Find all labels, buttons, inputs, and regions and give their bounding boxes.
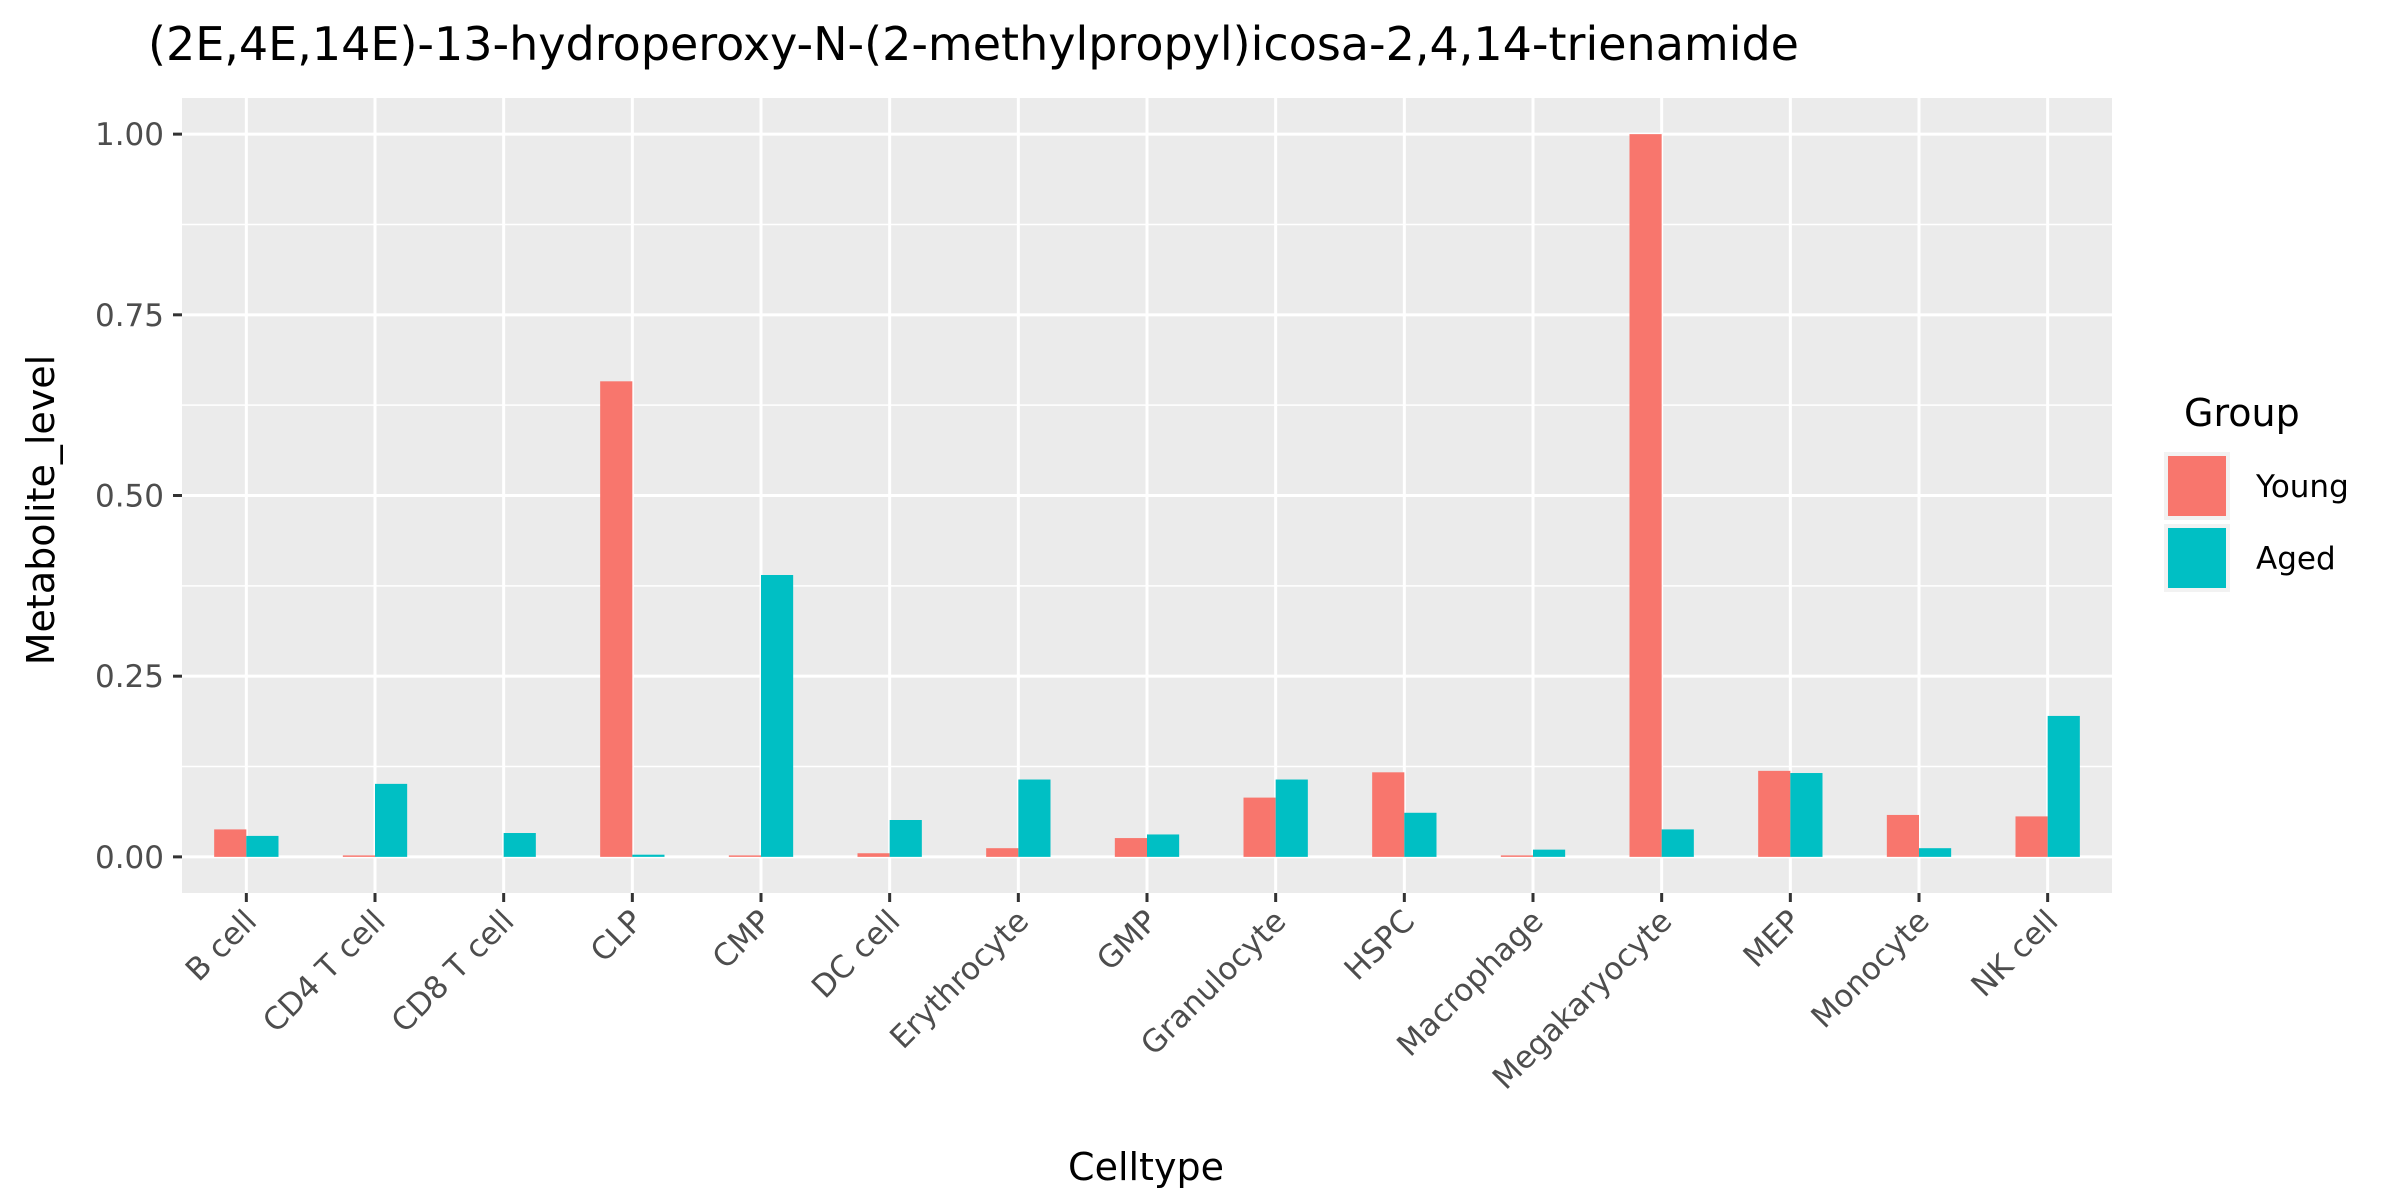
bar-aged-nk-cell [2047, 715, 2080, 857]
bar-young-gmp [1114, 838, 1147, 857]
x-tick-label: Monocyte [1804, 903, 1936, 1035]
x-tick-label: CD8 T cell [385, 903, 522, 1040]
bar-young-clp [600, 381, 633, 857]
bar-young-hspc [1372, 772, 1405, 857]
bar-aged-macrophage [1533, 849, 1566, 857]
legend-label-aged: Aged [2256, 541, 2336, 577]
bar-aged-gmp [1147, 834, 1180, 857]
y-tick-label: 1.00 [95, 117, 164, 153]
bar-aged-cd8-t-cell [503, 833, 536, 857]
bar-aged-dc-cell [889, 820, 922, 857]
bar-young-macrophage [1500, 855, 1533, 857]
bar-aged-cd4-t-cell [375, 783, 408, 857]
bar-aged-clp [632, 854, 665, 857]
bar-young-granulocyte [1243, 797, 1276, 857]
x-tick-label: CMP [706, 903, 779, 976]
plot-panel [182, 98, 2112, 893]
y-tick-label: 0.00 [95, 840, 164, 876]
y-tick-label: 0.25 [95, 659, 164, 695]
legend-key-young [2168, 456, 2226, 516]
bar-young-cmp [728, 855, 761, 857]
y-tick-label: 0.50 [95, 479, 164, 515]
legend-key-aged [2168, 528, 2226, 588]
legend: Group Young Aged [2164, 391, 2349, 592]
legend-label-young: Young [2255, 469, 2349, 505]
bar-aged-granulocyte [1275, 779, 1308, 857]
bar-young-b-cell [214, 829, 247, 857]
bar-aged-cmp [761, 575, 794, 857]
bar-young-cd4-t-cell [342, 855, 375, 857]
bar-aged-monocyte [1919, 848, 1952, 857]
bars [214, 134, 2080, 857]
y-axis-title: Metabolite_level [19, 355, 63, 665]
x-tick-label: CD4 T cell [256, 903, 393, 1040]
bar-young-mep [1758, 770, 1791, 857]
bar-aged-b-cell [246, 835, 279, 857]
bar-aged-hspc [1404, 812, 1437, 857]
bar-aged-erythrocyte [1018, 779, 1051, 857]
bar-aged-mep [1790, 773, 1823, 857]
x-tick-label: NK cell [1964, 903, 2065, 1004]
bar-young-monocyte [1886, 814, 1919, 857]
legend-title: Group [2184, 391, 2300, 435]
y-tick-label: 0.75 [95, 298, 164, 334]
bar-young-erythrocyte [986, 848, 1019, 857]
bar-young-nk-cell [2015, 816, 2048, 857]
bar-young-dc-cell [857, 853, 890, 857]
chart-title: (2E,4E,14E)-13-hydroperoxy-N-(2-methylpr… [148, 17, 1799, 71]
bar-aged-megakaryocyte [1661, 829, 1694, 857]
x-tick-label: HSPC [1338, 903, 1422, 987]
x-axis-title: Celltype [1068, 1145, 1224, 1189]
x-tick-label: MEP [1737, 903, 1808, 974]
x-tick-label: GMP [1090, 903, 1165, 978]
x-tick-label: Erythrocyte [883, 903, 1036, 1056]
x-tick-label: DC cell [805, 903, 907, 1005]
bar-young-megakaryocyte [1629, 134, 1662, 857]
x-tick-label: B cell [179, 903, 264, 988]
x-tick-label: CLP [584, 903, 650, 969]
